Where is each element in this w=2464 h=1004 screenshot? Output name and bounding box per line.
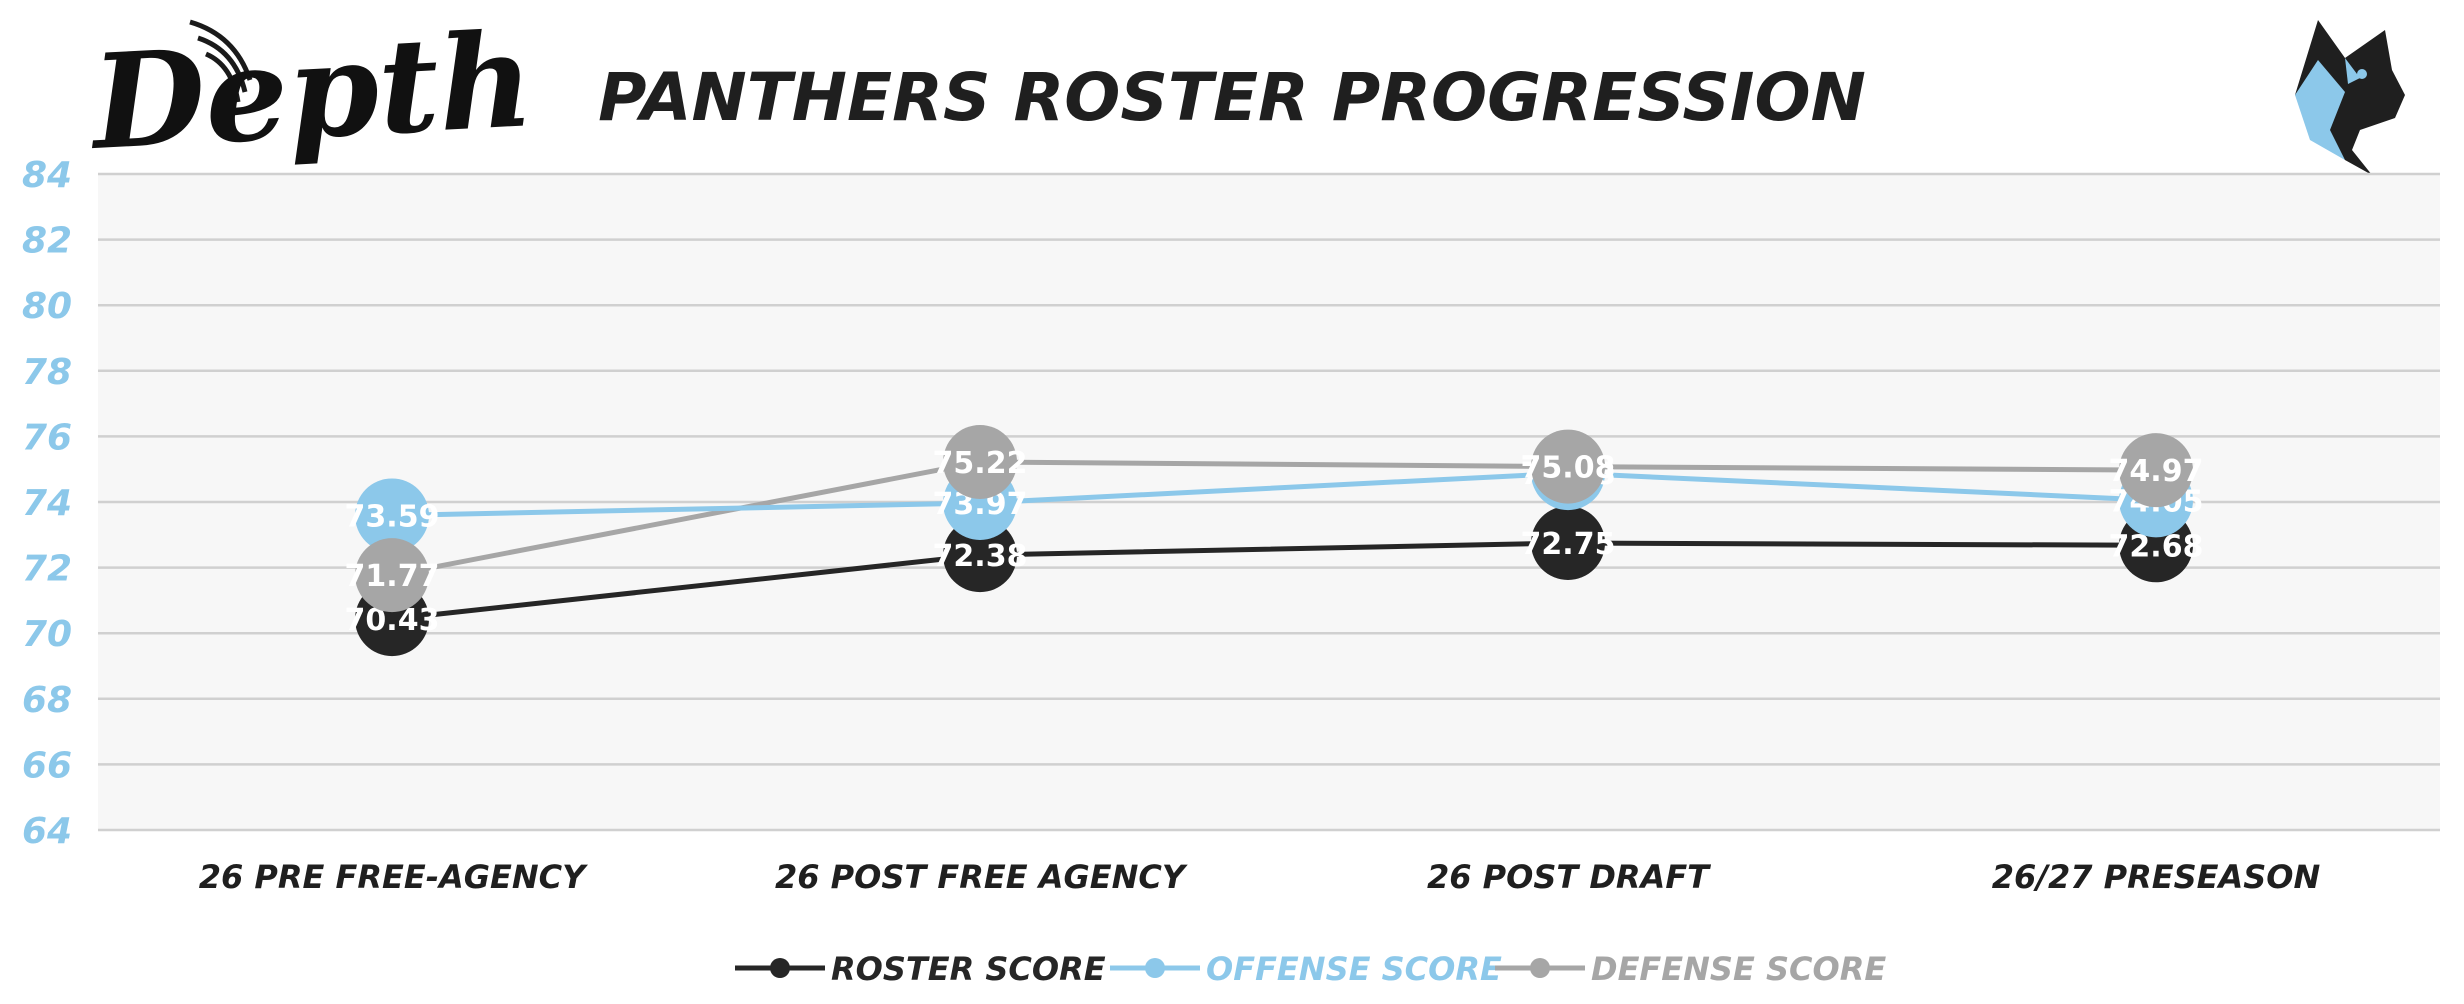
series-line-defense-score (391, 459, 2157, 578)
y-tick-label: 76 (22, 417, 72, 458)
data-point (355, 478, 429, 553)
chart-title: PANTHERS ROSTER PROGRESSION (598, 59, 1866, 136)
depth-logo: Depth (85, 3, 537, 179)
data-label: 71.77 (345, 559, 440, 594)
legend-label: ROSTER SCORE (831, 950, 1106, 988)
panther-mascot-icon (2295, 20, 2405, 175)
legend-marker (1530, 958, 1550, 978)
x-tick-label: 26 POST DRAFT (1427, 858, 1711, 896)
data-point (1531, 506, 1605, 580)
data-markers: 70.4372.3872.7572.6873.5973.9774.8874.05… (345, 424, 2204, 657)
series-line-roster-score (391, 540, 2157, 622)
data-label: 72.38 (933, 539, 1028, 574)
data-point (943, 518, 1017, 593)
series-lines (391, 459, 2157, 622)
y-tick-label: 72 (22, 549, 72, 590)
logo-stripes-icon (189, 19, 253, 103)
series-line-offense-score (391, 470, 2157, 518)
legend-marker (770, 958, 790, 978)
y-tick-label: 74 (22, 483, 72, 524)
y-axis-ticks: 64 66 68 70 72 74 76 78 80 82 84 (22, 155, 72, 852)
data-point (355, 538, 429, 613)
y-tick-label: 84 (22, 155, 72, 196)
y-tick-label: 82 (22, 221, 72, 262)
legend-marker (1145, 958, 1165, 978)
data-point (1531, 429, 1605, 504)
data-point (943, 424, 1017, 499)
data-point (2119, 433, 2193, 508)
logo-text: Depth (85, 3, 537, 179)
y-tick-label: 64 (22, 811, 72, 852)
y-tick-label: 70 (22, 614, 72, 655)
legend: ROSTER SCORE OFFENSE SCORE DEFENSE SCORE (735, 950, 1886, 988)
y-tick-label: 66 (22, 745, 72, 786)
y-tick-label: 78 (22, 352, 72, 393)
legend-label: DEFENSE SCORE (1591, 950, 1886, 988)
x-axis-ticks: 26 PRE FREE-AGENCY 26 POST FREE AGENCY 26 … (199, 858, 2321, 896)
data-label: 75.22 (933, 446, 1028, 481)
legend-label: OFFENSE SCORE (1206, 950, 1502, 988)
data-label: 75.08 (1521, 451, 1616, 486)
x-tick-label: 26 POST FREE AGENCY (775, 858, 1188, 896)
y-tick-label: 68 (22, 680, 72, 721)
grid-lines (98, 172, 2440, 832)
data-label: 74.97 (2109, 454, 2204, 489)
data-label: 72.75 (1521, 527, 1616, 562)
data-label: 73.59 (345, 499, 440, 534)
x-tick-label: 26 PRE FREE-AGENCY (199, 858, 588, 896)
y-tick-label: 80 (22, 286, 72, 327)
x-tick-label: 26/27 PRESEASON (1992, 858, 2321, 896)
